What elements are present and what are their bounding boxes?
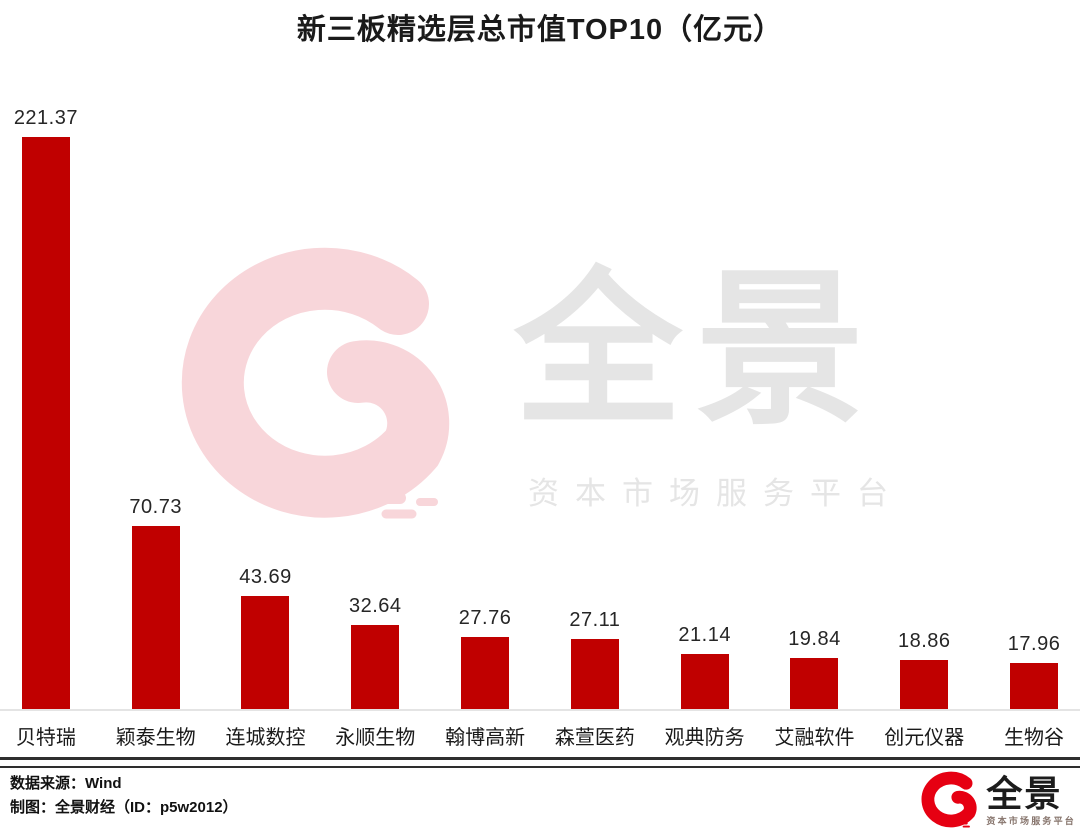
chart-title: 新三板精选层总市值TOP10（亿元） bbox=[296, 14, 784, 46]
bar-value-label: 17.96 bbox=[1007, 632, 1061, 655]
bar-column: 21.14 bbox=[650, 624, 760, 709]
bar-value-label: 27.76 bbox=[458, 607, 512, 630]
category-label: 森萱医药 bbox=[554, 727, 635, 749]
quanjing-swirl-icon bbox=[921, 771, 977, 828]
bar-column: 32.64 bbox=[320, 595, 430, 709]
chart-credit-text: 制图：全景财经（ID：p5w2012） bbox=[10, 799, 238, 816]
bar-value-label: 18.86 bbox=[897, 630, 951, 653]
bar-column: 221.37 bbox=[0, 107, 101, 709]
watermark-tagline: 资本市场服务平台 bbox=[528, 476, 904, 511]
quanjing-swirl-watermark-icon bbox=[181, 247, 450, 519]
logo-text-block: 全景 资本市场服务平台 bbox=[986, 775, 1076, 827]
bar-value-label: 32.64 bbox=[349, 594, 402, 617]
category-labels: 贝特瑞 颖泰生物 连城数控 永顺生物 翰博高新 森萱医药 观典防务 艾融软件 创元仪器 生物谷 bbox=[0, 713, 1080, 750]
watermark-brand-text: 全景 bbox=[514, 256, 878, 444]
bar bbox=[790, 657, 839, 709]
data-source-text: 数据来源：Wind bbox=[10, 775, 122, 792]
category-label: 颖泰生物 bbox=[115, 727, 196, 749]
footer-credits: 数据来源：Wind 制图：全景财经（ID：p5w2012） bbox=[10, 772, 238, 820]
bar-column: 27.11 bbox=[540, 609, 650, 709]
bar-column: 43.69 bbox=[211, 566, 321, 709]
bar-column: 19.84 bbox=[760, 628, 870, 709]
category-label: 永顺生物 bbox=[335, 727, 416, 749]
bar bbox=[570, 639, 619, 709]
quanjing-logo: 全景 资本市场服务平台 bbox=[917, 770, 1076, 831]
bar bbox=[351, 624, 400, 709]
bar-column: 17.96 bbox=[979, 633, 1080, 709]
category-label: 艾融软件 bbox=[774, 727, 855, 749]
category-label: 生物谷 bbox=[1004, 727, 1065, 749]
bar bbox=[900, 660, 949, 709]
logo-tagline: 资本市场服务平台 bbox=[986, 815, 1076, 826]
footer-separator bbox=[0, 757, 1080, 768]
bar-value-label: 19.84 bbox=[788, 627, 841, 650]
bar-column: 18.86 bbox=[869, 630, 979, 709]
category-label: 观典防务 bbox=[664, 727, 745, 749]
logo-brand-text: 全景 bbox=[986, 773, 1063, 815]
category-label: 翰博高新 bbox=[445, 727, 526, 749]
bar bbox=[1010, 662, 1059, 709]
bar-value-label: 21.14 bbox=[678, 624, 731, 647]
bar-column: 70.73 bbox=[101, 496, 211, 709]
bar-column: 27.76 bbox=[430, 607, 540, 709]
bar-value-label: 27.11 bbox=[569, 609, 621, 631]
bar-value-label: 43.69 bbox=[239, 566, 292, 589]
bar bbox=[680, 654, 729, 709]
bar-value-label: 221.37 bbox=[13, 107, 78, 129]
bar bbox=[21, 137, 70, 709]
bar-value-label: 70.73 bbox=[129, 496, 182, 519]
category-label: 创元仪器 bbox=[884, 727, 965, 749]
bar bbox=[461, 637, 510, 709]
category-label: 贝特瑞 bbox=[15, 727, 76, 749]
bar bbox=[241, 596, 290, 709]
bar bbox=[131, 526, 180, 709]
category-label: 连城数控 bbox=[225, 727, 306, 749]
bar-chart: 221.37 70.73 43.69 32.64 27.76 27.11 21.14 19.8… bbox=[0, 107, 1080, 711]
